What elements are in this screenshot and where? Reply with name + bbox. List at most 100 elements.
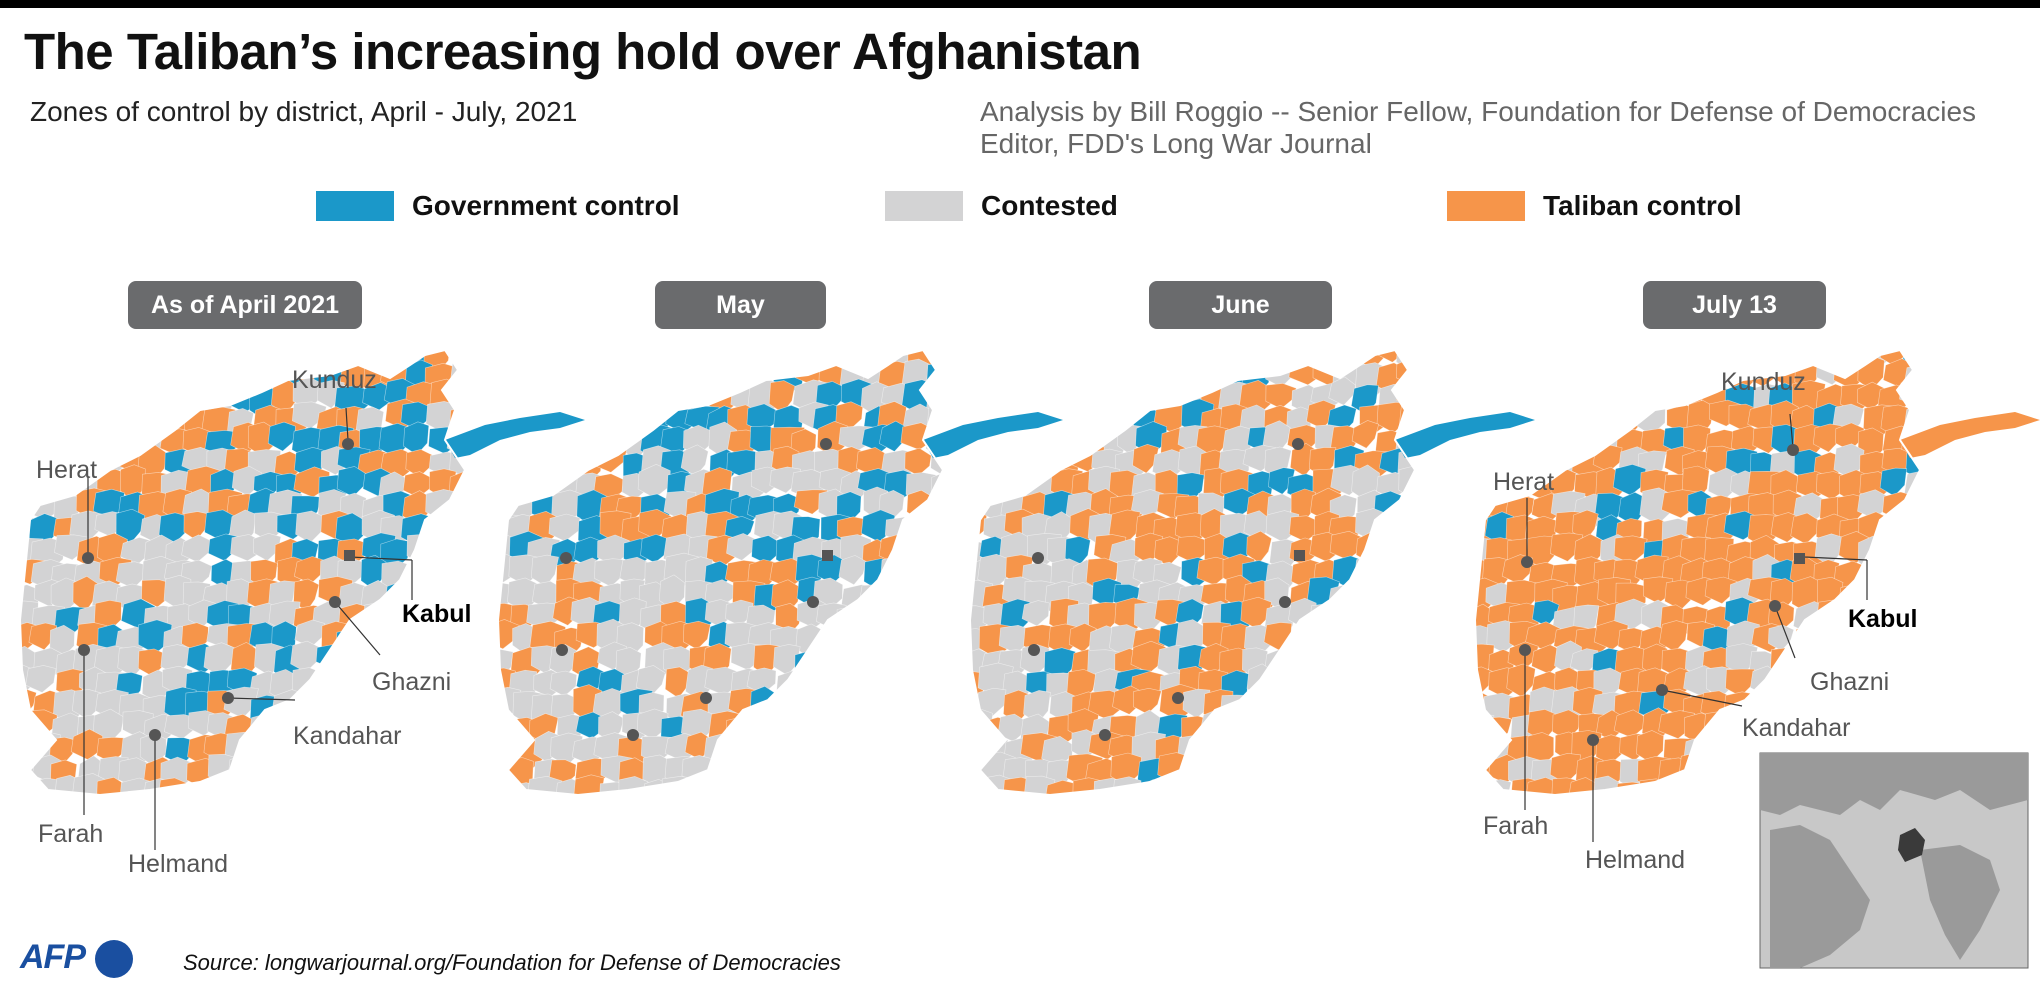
district [705, 350, 738, 367]
district [469, 471, 502, 501]
district [1087, 358, 1119, 387]
district [924, 712, 943, 749]
district [836, 648, 869, 678]
district [47, 350, 76, 374]
label-herat: Herat [36, 456, 97, 484]
district [1709, 801, 1736, 830]
district [767, 756, 805, 788]
district [1703, 710, 1740, 744]
district [1162, 797, 1194, 830]
district [1311, 692, 1343, 720]
district [1400, 600, 1415, 629]
district [1683, 779, 1715, 795]
district [1548, 404, 1577, 437]
district [1048, 356, 1079, 393]
district [94, 380, 125, 413]
district [1707, 773, 1742, 795]
district [883, 690, 918, 721]
city-dot-herat [1521, 556, 1533, 568]
district [751, 775, 787, 795]
district [25, 665, 57, 693]
district [1221, 801, 1251, 829]
district [294, 757, 323, 793]
district [426, 533, 459, 562]
district [856, 667, 889, 699]
district [1417, 358, 1443, 389]
district [981, 469, 1011, 500]
district [421, 777, 454, 795]
district [1069, 350, 1101, 370]
district [618, 402, 654, 429]
district [768, 380, 796, 414]
district [903, 513, 937, 540]
district [1863, 551, 1891, 587]
district [1901, 710, 1920, 748]
city-dot-kandahar [222, 692, 234, 704]
district [1417, 735, 1442, 765]
district [1200, 350, 1235, 372]
district [948, 377, 975, 413]
district [295, 510, 324, 544]
district [1286, 730, 1315, 766]
district [951, 355, 982, 383]
district [791, 751, 825, 781]
district [1681, 350, 1716, 369]
district [1330, 625, 1364, 655]
district [498, 382, 516, 411]
district [498, 714, 516, 746]
district [924, 598, 943, 628]
district [746, 667, 777, 695]
district [1181, 757, 1211, 791]
district [1660, 800, 1689, 830]
district [20, 381, 43, 411]
district [498, 491, 512, 524]
district [553, 386, 590, 413]
district [1267, 799, 1302, 833]
district [725, 751, 758, 786]
district [1661, 360, 1690, 389]
district [970, 378, 992, 412]
city-dot-helmand [1587, 734, 1599, 746]
district [1246, 530, 1272, 564]
district [838, 350, 872, 366]
district [881, 706, 912, 738]
district [1417, 516, 1450, 543]
district [883, 626, 916, 660]
district [1396, 794, 1415, 795]
district [774, 734, 809, 761]
leader-ghazni [1774, 605, 1796, 659]
district [274, 774, 311, 795]
district [1351, 622, 1383, 655]
district [1924, 626, 1953, 657]
district [1312, 665, 1344, 695]
legend-contested: Contested [885, 186, 1118, 226]
district [450, 802, 476, 836]
district [530, 554, 559, 587]
district [139, 350, 174, 370]
district [837, 715, 865, 742]
district [267, 756, 303, 785]
district [157, 777, 187, 795]
district [473, 732, 508, 764]
district [906, 489, 933, 521]
district [1475, 356, 1498, 392]
district [1356, 577, 1388, 606]
district [708, 778, 737, 795]
district [1475, 779, 1495, 795]
district [474, 382, 507, 418]
district [1659, 620, 1689, 653]
district [1528, 378, 1562, 408]
district [1333, 736, 1362, 764]
district [926, 362, 943, 398]
district [470, 603, 500, 636]
district [635, 350, 664, 370]
district [1423, 495, 1453, 521]
district [1352, 605, 1387, 631]
district [1475, 713, 1495, 748]
district [1329, 649, 1358, 679]
district [1641, 801, 1670, 829]
district [1483, 716, 1513, 744]
district [688, 776, 719, 795]
district [1327, 583, 1360, 615]
district [1682, 802, 1714, 833]
